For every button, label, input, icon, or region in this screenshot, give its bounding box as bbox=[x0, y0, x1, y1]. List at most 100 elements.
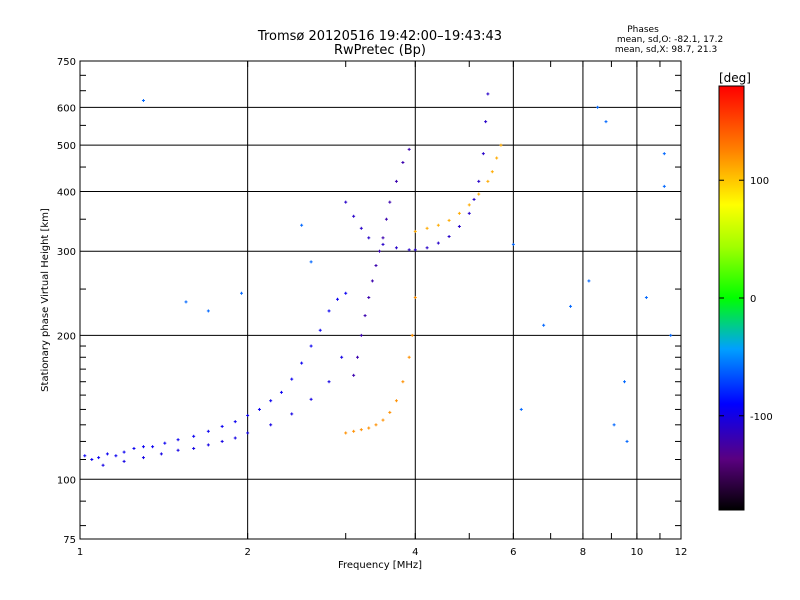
data-point bbox=[436, 223, 440, 227]
stats-line-o: mean, sd,O: -82.1, 17.2 bbox=[617, 35, 723, 45]
data-point bbox=[141, 99, 145, 103]
data-point bbox=[83, 454, 87, 458]
data-point bbox=[352, 429, 356, 433]
data-point bbox=[318, 328, 322, 332]
stats-heading: Phases bbox=[627, 25, 659, 35]
data-point bbox=[176, 438, 180, 442]
data-point bbox=[344, 200, 348, 204]
data-point bbox=[436, 241, 440, 245]
data-point bbox=[151, 445, 155, 449]
y-tick-label: 400 bbox=[57, 187, 76, 198]
data-point bbox=[206, 309, 210, 313]
data-point bbox=[290, 377, 294, 381]
data-point bbox=[401, 380, 405, 384]
data-point bbox=[499, 143, 503, 147]
data-point bbox=[344, 291, 348, 295]
data-point bbox=[378, 249, 382, 253]
data-point bbox=[511, 242, 515, 246]
data-point bbox=[457, 211, 461, 215]
data-point bbox=[192, 446, 196, 450]
data-point bbox=[388, 410, 392, 414]
data-point bbox=[477, 192, 481, 196]
data-point bbox=[394, 179, 398, 183]
y-tick-label: 75 bbox=[63, 535, 76, 546]
data-point bbox=[352, 373, 356, 377]
data-point bbox=[336, 297, 340, 301]
data-point bbox=[413, 229, 417, 233]
chart-subtitle: RwPretec (Bp) bbox=[334, 43, 426, 58]
data-point bbox=[340, 355, 344, 359]
data-point bbox=[344, 431, 348, 435]
data-point bbox=[490, 170, 494, 174]
data-point bbox=[184, 300, 188, 304]
x-tick-label: 2 bbox=[244, 547, 250, 558]
colorbar-ticks: 100 0 -100 bbox=[719, 176, 773, 423]
x-tick-label: 6 bbox=[510, 547, 516, 558]
data-point bbox=[486, 92, 490, 96]
data-point bbox=[467, 203, 471, 207]
data-point bbox=[206, 443, 210, 447]
data-point bbox=[604, 120, 608, 124]
data-point bbox=[410, 333, 414, 337]
data-point bbox=[394, 399, 398, 403]
data-point bbox=[477, 179, 481, 183]
data-point bbox=[159, 452, 163, 456]
data-point bbox=[407, 355, 411, 359]
data-point bbox=[367, 426, 371, 430]
x-tick-label: 4 bbox=[412, 547, 418, 558]
data-point bbox=[407, 147, 411, 151]
data-point bbox=[370, 279, 374, 283]
x-tick-label: 8 bbox=[580, 547, 586, 558]
data-point bbox=[359, 333, 363, 337]
colorbar-tick-label: -100 bbox=[750, 412, 773, 423]
data-point bbox=[327, 380, 331, 384]
data-point bbox=[269, 423, 273, 427]
data-point bbox=[114, 454, 118, 458]
data-point bbox=[352, 214, 356, 218]
data-point bbox=[569, 304, 573, 308]
data-point bbox=[97, 456, 101, 460]
data-point bbox=[381, 236, 385, 240]
data-point bbox=[240, 291, 244, 295]
data-point bbox=[587, 279, 591, 283]
grid-lines bbox=[80, 61, 681, 539]
data-point bbox=[425, 226, 429, 230]
data-point bbox=[669, 333, 673, 337]
data-point bbox=[425, 246, 429, 250]
x-tick-label: 12 bbox=[675, 547, 688, 558]
data-point bbox=[413, 296, 417, 300]
y-tick-label: 100 bbox=[57, 475, 76, 486]
data-point bbox=[163, 441, 167, 445]
data-point bbox=[407, 248, 411, 252]
data-point bbox=[141, 456, 145, 460]
data-point bbox=[367, 236, 371, 240]
data-point bbox=[457, 224, 461, 228]
data-point bbox=[447, 235, 451, 239]
data-point bbox=[309, 344, 313, 348]
colorbar-tick-label: 100 bbox=[750, 176, 769, 187]
data-point bbox=[90, 457, 94, 461]
data-point bbox=[381, 242, 385, 246]
data-point bbox=[141, 445, 145, 449]
data-point bbox=[596, 105, 600, 109]
data-point bbox=[105, 452, 109, 456]
data-point bbox=[309, 397, 313, 401]
data-point bbox=[269, 399, 273, 403]
data-point bbox=[356, 355, 360, 359]
x-axis-label: Frequency [MHz] bbox=[338, 560, 422, 571]
data-point bbox=[447, 218, 451, 222]
data-point bbox=[413, 248, 417, 252]
data-point bbox=[359, 226, 363, 230]
x-tick-label: 1 bbox=[77, 547, 83, 558]
data-point bbox=[484, 120, 488, 124]
data-point bbox=[132, 446, 136, 450]
data-point bbox=[279, 390, 283, 394]
data-point bbox=[622, 380, 626, 384]
data-point bbox=[220, 439, 224, 443]
chart-title: Tromsø 20120516 19:42:00–19:43:43 bbox=[257, 29, 502, 44]
y-axis-label: Stationary phase Virtual Height [km] bbox=[40, 208, 51, 392]
data-point bbox=[122, 459, 126, 463]
plot-area bbox=[79, 60, 682, 540]
data-point bbox=[309, 260, 313, 264]
